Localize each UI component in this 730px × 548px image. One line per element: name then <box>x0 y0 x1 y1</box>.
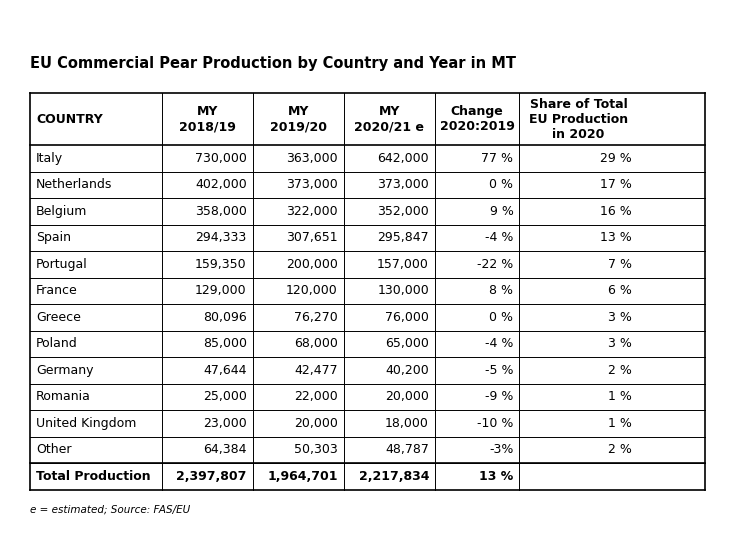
Text: 16 %: 16 % <box>600 205 631 218</box>
Text: Total Production: Total Production <box>36 470 150 483</box>
Text: 1 %: 1 % <box>607 416 631 430</box>
Text: 2 %: 2 % <box>607 364 631 377</box>
Text: 76,000: 76,000 <box>385 311 429 324</box>
Text: 358,000: 358,000 <box>195 205 247 218</box>
Text: -3%: -3% <box>489 443 513 456</box>
Text: 0 %: 0 % <box>489 311 513 324</box>
Text: -10 %: -10 % <box>477 416 513 430</box>
Text: 373,000: 373,000 <box>286 178 338 191</box>
Text: 18,000: 18,000 <box>385 416 429 430</box>
Text: 80,096: 80,096 <box>203 311 247 324</box>
Text: 0 %: 0 % <box>489 178 513 191</box>
Text: Greece: Greece <box>36 311 81 324</box>
Text: 9 %: 9 % <box>490 205 513 218</box>
Text: 2 %: 2 % <box>607 443 631 456</box>
Text: 642,000: 642,000 <box>377 152 429 165</box>
Text: -22 %: -22 % <box>477 258 513 271</box>
Text: Spain: Spain <box>36 231 71 244</box>
Text: 13 %: 13 % <box>600 231 631 244</box>
Text: Romania: Romania <box>36 390 91 403</box>
Text: e = estimated; Source: FAS/EU: e = estimated; Source: FAS/EU <box>30 505 191 515</box>
Text: 68,000: 68,000 <box>294 337 338 350</box>
Text: Change
2020:2019: Change 2020:2019 <box>439 105 515 133</box>
Text: -9 %: -9 % <box>485 390 513 403</box>
Text: 25,000: 25,000 <box>203 390 247 403</box>
Text: 3 %: 3 % <box>607 311 631 324</box>
Text: 85,000: 85,000 <box>203 337 247 350</box>
Text: Belgium: Belgium <box>36 205 88 218</box>
Text: 120,000: 120,000 <box>286 284 338 297</box>
Text: 1,964,701: 1,964,701 <box>267 470 338 483</box>
Text: 2,397,807: 2,397,807 <box>177 470 247 483</box>
Text: Poland: Poland <box>36 337 78 350</box>
Text: 48,787: 48,787 <box>385 443 429 456</box>
Text: 1 %: 1 % <box>607 390 631 403</box>
Text: 77 %: 77 % <box>481 152 513 165</box>
Text: 13 %: 13 % <box>479 470 513 483</box>
Text: 50,303: 50,303 <box>294 443 338 456</box>
Text: 402,000: 402,000 <box>195 178 247 191</box>
Text: 65,000: 65,000 <box>385 337 429 350</box>
Text: 42,477: 42,477 <box>294 364 338 377</box>
Text: Italy: Italy <box>36 152 63 165</box>
Text: 6 %: 6 % <box>607 284 631 297</box>
Text: 159,350: 159,350 <box>195 258 247 271</box>
Text: 157,000: 157,000 <box>377 258 429 271</box>
Text: 294,333: 294,333 <box>196 231 247 244</box>
Text: 22,000: 22,000 <box>294 390 338 403</box>
Text: 7 %: 7 % <box>607 258 631 271</box>
Text: Netherlands: Netherlands <box>36 178 112 191</box>
Text: 8 %: 8 % <box>489 284 513 297</box>
Text: EU Commercial Pear Production by Country and Year in MT: EU Commercial Pear Production by Country… <box>30 56 516 71</box>
Text: -4 %: -4 % <box>485 231 513 244</box>
Text: 20,000: 20,000 <box>385 390 429 403</box>
Text: 64,384: 64,384 <box>203 443 247 456</box>
Text: 307,651: 307,651 <box>286 231 338 244</box>
Text: 17 %: 17 % <box>599 178 631 191</box>
Text: 23,000: 23,000 <box>203 416 247 430</box>
Text: Portugal: Portugal <box>36 258 88 271</box>
Text: 129,000: 129,000 <box>195 284 247 297</box>
Text: Germany: Germany <box>36 364 93 377</box>
Text: COUNTRY: COUNTRY <box>36 112 103 125</box>
Text: 29 %: 29 % <box>600 152 631 165</box>
Text: -5 %: -5 % <box>485 364 513 377</box>
Text: 373,000: 373,000 <box>377 178 429 191</box>
Text: 2,217,834: 2,217,834 <box>358 470 429 483</box>
Text: MY
2018/19: MY 2018/19 <box>179 105 236 133</box>
Text: 3 %: 3 % <box>607 337 631 350</box>
Text: France: France <box>36 284 78 297</box>
Text: 352,000: 352,000 <box>377 205 429 218</box>
Text: 295,847: 295,847 <box>377 231 429 244</box>
Text: Share of Total
EU Production
in 2020: Share of Total EU Production in 2020 <box>529 98 628 140</box>
Text: MY
2019/20: MY 2019/20 <box>270 105 327 133</box>
Text: 130,000: 130,000 <box>377 284 429 297</box>
Text: 730,000: 730,000 <box>195 152 247 165</box>
Text: MY
2020/21 e: MY 2020/21 e <box>355 105 424 133</box>
Text: Other: Other <box>36 443 72 456</box>
Text: 322,000: 322,000 <box>286 205 338 218</box>
Text: 47,644: 47,644 <box>203 364 247 377</box>
Text: 76,270: 76,270 <box>294 311 338 324</box>
Text: 200,000: 200,000 <box>286 258 338 271</box>
Text: -4 %: -4 % <box>485 337 513 350</box>
Text: 40,200: 40,200 <box>385 364 429 377</box>
Text: 363,000: 363,000 <box>286 152 338 165</box>
Text: United Kingdom: United Kingdom <box>36 416 137 430</box>
Text: 20,000: 20,000 <box>294 416 338 430</box>
